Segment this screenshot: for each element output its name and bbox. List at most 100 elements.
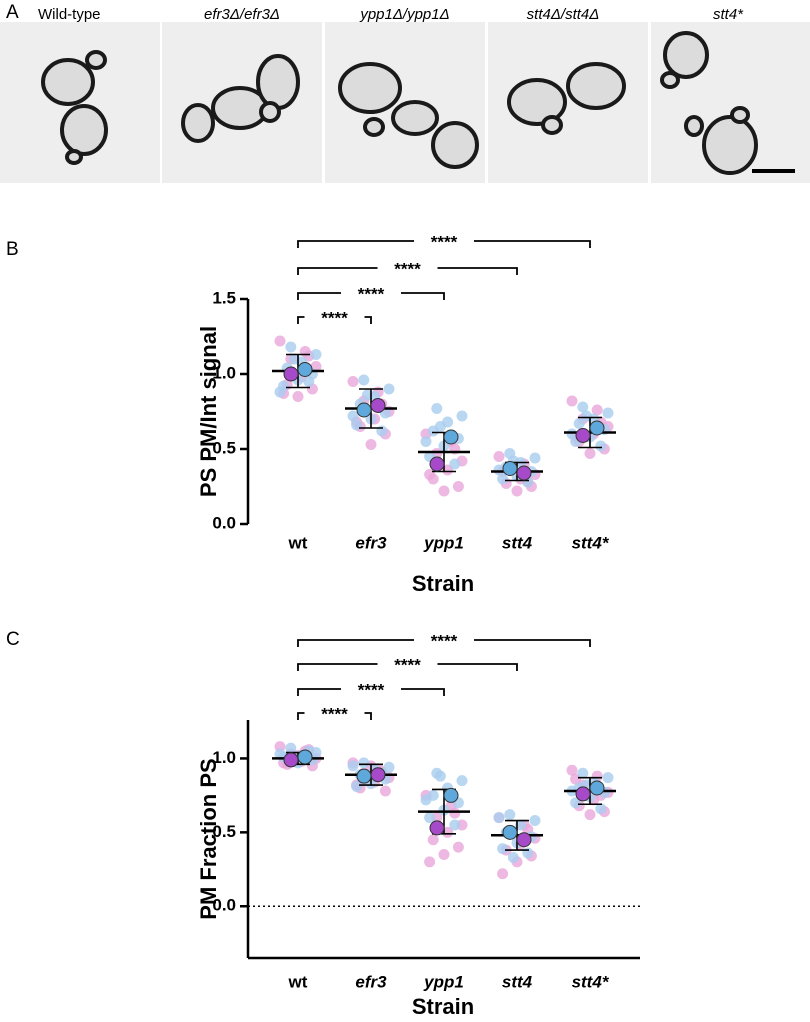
cell (391, 100, 439, 136)
data-point (580, 410, 592, 422)
data-point (497, 473, 509, 485)
data-point (310, 349, 322, 360)
cell (541, 115, 563, 135)
bracket (297, 639, 591, 647)
data-point (424, 856, 436, 868)
significance-label: **** (431, 232, 458, 251)
cell (256, 54, 300, 110)
y-tick-label: 1.5 (212, 288, 236, 307)
replicate-mean (297, 749, 313, 765)
image-label: stt4* (713, 6, 744, 23)
data-point (449, 807, 461, 819)
cell (660, 71, 680, 89)
bracket (297, 316, 372, 324)
data-point (602, 772, 614, 784)
bracket (297, 240, 591, 248)
replicate-mean (589, 420, 605, 436)
replicate-mean (429, 456, 445, 472)
cell (566, 62, 626, 110)
cell (431, 121, 479, 169)
y-tick-label: 1.0 (212, 363, 236, 382)
y-tick-label: 1.0 (212, 748, 236, 767)
x-tick-label: efr3 (355, 972, 387, 991)
replicate-mean (429, 820, 445, 836)
data-point (288, 353, 300, 365)
chart: C 0.0 0.5 1.0 wt efr3 ypp1 stt4 stt4* PM Fraction… (6, 629, 640, 1019)
data-point (577, 401, 589, 413)
x-tick-label: efr3 (355, 533, 387, 552)
replicate-mean (283, 752, 299, 768)
data-point (358, 757, 370, 769)
data-point (274, 386, 286, 398)
bracket (297, 688, 445, 696)
data-point (595, 803, 607, 815)
replicate-mean (297, 362, 313, 377)
cell (702, 115, 758, 175)
image-label: efr3Δ/efr3Δ (204, 6, 280, 23)
cell (507, 78, 567, 126)
image-label: Wild-type (38, 6, 101, 23)
data-point (274, 748, 286, 760)
y-axis-label: PS PM/Int signal (196, 326, 221, 497)
cell (65, 149, 83, 165)
cell (663, 31, 709, 79)
data-point (602, 407, 614, 419)
data-point (351, 781, 363, 793)
data-point (420, 436, 432, 447)
panel-label: C (6, 629, 20, 650)
data-point (285, 742, 297, 754)
y-tick-label: 0.5 (212, 822, 236, 841)
data-point (515, 819, 527, 831)
data-point (456, 410, 468, 422)
replicate-mean (356, 768, 372, 784)
cell (181, 103, 215, 143)
data-point (591, 404, 603, 416)
data-point (420, 794, 432, 806)
data-point (303, 376, 315, 387)
data-point (529, 815, 541, 827)
cell (363, 117, 385, 137)
data-point (497, 868, 509, 880)
replicate-mean (575, 786, 591, 802)
replicate-mean (356, 402, 372, 418)
data-point (383, 383, 395, 395)
cell (85, 50, 107, 70)
replicate-mean (516, 465, 532, 481)
data-point (566, 764, 578, 776)
data-point (522, 847, 534, 859)
significance-label: **** (358, 284, 385, 303)
data-point (507, 851, 519, 863)
panel-label: A (6, 2, 19, 23)
significance-label: **** (394, 655, 421, 674)
data-point (570, 797, 582, 809)
data-point (379, 785, 391, 797)
data-point (431, 403, 443, 414)
x-tick-label: stt4 (502, 533, 533, 552)
data-point (529, 452, 541, 464)
x-tick-label: stt4* (572, 972, 610, 991)
panel-a: A Wild-type efr3Δ/efr3Δ ypp1Δ/ypp1Δ stt4… (0, 2, 810, 183)
data-point (584, 809, 596, 821)
data-point (358, 374, 370, 386)
x-tick-label: stt4 (502, 972, 533, 991)
data-point (497, 843, 509, 855)
replicate-mean (502, 461, 518, 476)
replicate-mean (370, 398, 386, 413)
image-label: stt4Δ/stt4Δ (527, 6, 600, 23)
data-point (365, 439, 377, 450)
bracket (297, 663, 518, 671)
data-point (452, 481, 464, 492)
x-tick-label: wt (288, 972, 308, 991)
replicate-mean (575, 428, 591, 443)
x-tick-label: stt4* (572, 533, 610, 552)
data-point (427, 834, 439, 846)
cell (730, 106, 750, 124)
cell (41, 58, 95, 106)
cell (338, 62, 402, 114)
significance-label: **** (321, 308, 348, 327)
cell (60, 104, 108, 156)
data-point (449, 819, 461, 831)
data-point (347, 410, 359, 422)
bracket (297, 267, 518, 275)
